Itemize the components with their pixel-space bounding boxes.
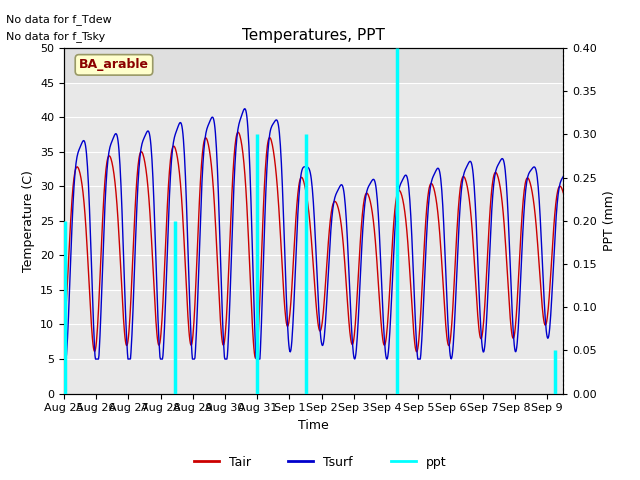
Title: Temperatures, PPT: Temperatures, PPT [242, 28, 385, 43]
Text: BA_arable: BA_arable [79, 59, 149, 72]
Bar [64, 48, 563, 83]
Y-axis label: Temperature (C): Temperature (C) [22, 170, 35, 272]
Legend: Tair, Tsurf, ppt: Tair, Tsurf, ppt [189, 451, 451, 474]
X-axis label: Time: Time [298, 419, 329, 432]
Text: No data for f_Tdew: No data for f_Tdew [6, 14, 112, 25]
Y-axis label: PPT (mm): PPT (mm) [602, 191, 616, 251]
Text: No data for f_Tsky: No data for f_Tsky [6, 31, 106, 42]
